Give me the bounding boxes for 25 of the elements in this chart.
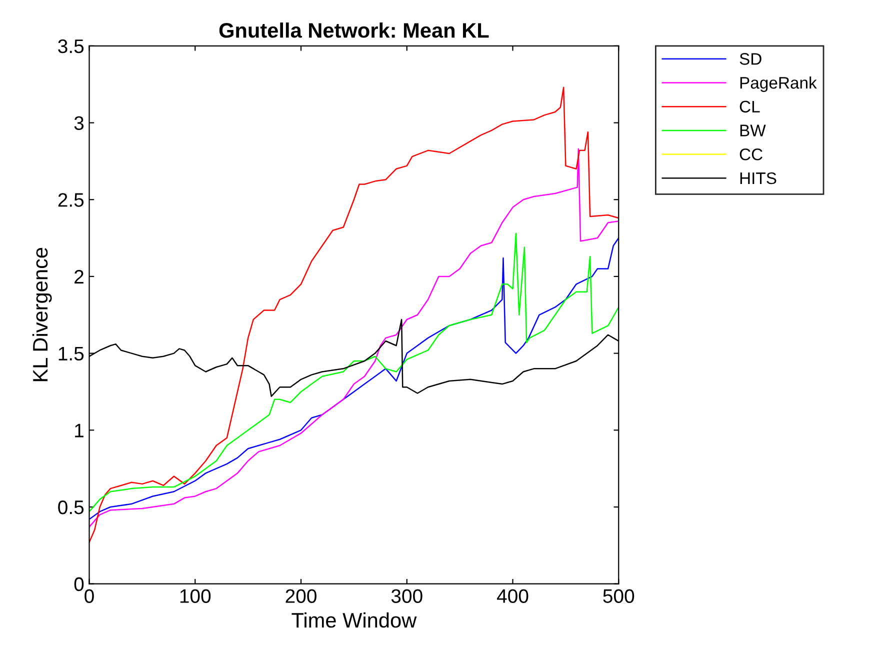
line-series	[89, 148, 619, 528]
y-tick-label: 1	[75, 424, 84, 438]
y-tick-label: 0	[74, 577, 84, 592]
legend-label: HITS	[740, 172, 776, 184]
x-tick-label: 200	[286, 589, 316, 603]
x-tick-label: 100	[180, 589, 211, 603]
x-axis-title: Time Window	[292, 612, 417, 628]
y-axis-title: KL Divergence	[32, 248, 52, 382]
x-tick-label: 500	[603, 589, 634, 603]
legend-label: BW	[740, 124, 766, 136]
legend-label: CL	[740, 100, 760, 113]
legend-label: CC	[740, 148, 762, 160]
y-tick-label: 2.5	[58, 193, 84, 207]
legend-label: SD	[740, 53, 762, 65]
chart-title: Gnutella Network: Mean KL	[219, 22, 489, 38]
legend-label: PageRank	[740, 76, 817, 92]
x-tick-label: 400	[496, 589, 528, 603]
x-tick-label: 300	[391, 589, 422, 603]
y-tick-label: 3.5	[58, 39, 84, 54]
x-tick-label: 0	[84, 589, 94, 603]
y-tick-label: 0.5	[58, 500, 84, 514]
y-tick-label: 1.5	[58, 346, 84, 361]
line-series	[89, 86, 619, 543]
y-tick-label: 3	[74, 116, 84, 130]
y-tick-label: 2	[74, 270, 84, 284]
